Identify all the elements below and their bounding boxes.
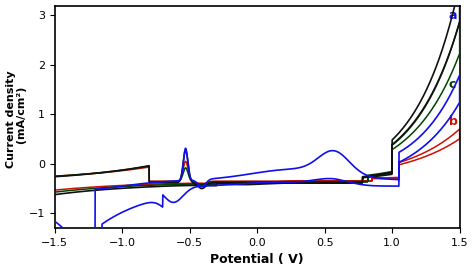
Text: b: b (449, 115, 458, 128)
Text: c: c (449, 78, 456, 91)
Y-axis label: Current density 
 (mA/cm²): Current density (mA/cm²) (6, 66, 27, 168)
X-axis label: Potential ( V): Potential ( V) (210, 254, 304, 267)
Text: a: a (449, 9, 457, 22)
